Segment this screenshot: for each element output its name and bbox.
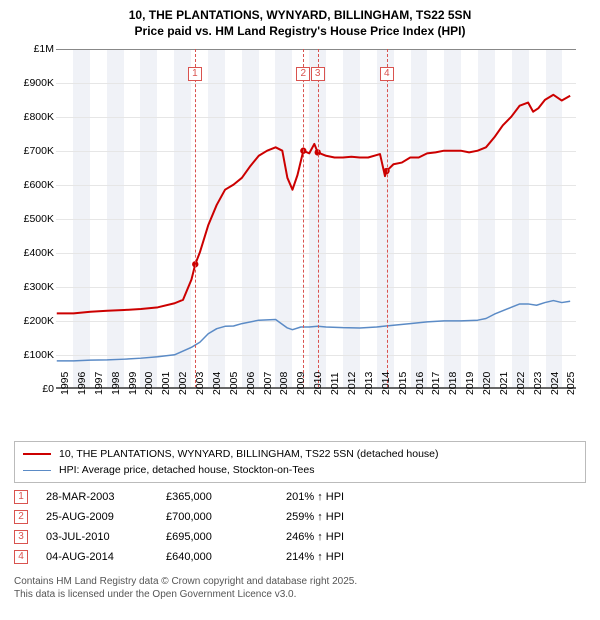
transaction-price: £695,000 xyxy=(166,531,286,543)
transaction-row: 2 25-AUG-2009£700,000259% ↑ HPI xyxy=(14,507,586,527)
transaction-date: 25-AUG-2009 xyxy=(46,511,166,523)
y-tick-label: £600K xyxy=(14,179,54,191)
x-tick-label: 2018 xyxy=(447,372,459,395)
transaction-row: 4 04-AUG-2014£640,000214% ↑ HPI xyxy=(14,547,586,567)
x-tick-label: 1995 xyxy=(59,372,71,395)
x-tick-label: 2011 xyxy=(329,373,341,396)
y-tick-label: £900K xyxy=(14,77,54,89)
x-tick-label: 2019 xyxy=(464,372,476,395)
legend-row: HPI: Average price, detached house, Stoc… xyxy=(23,462,577,478)
transaction-price: £365,000 xyxy=(166,491,286,503)
y-tick-label: £100K xyxy=(14,349,54,361)
transaction-date: 28-MAR-2003 xyxy=(46,491,166,503)
y-tick-label: £200K xyxy=(14,315,54,327)
sale-marker-box: 1 xyxy=(188,67,202,81)
x-tick-label: 2002 xyxy=(177,372,189,395)
legend-row: 10, THE PLANTATIONS, WYNYARD, BILLINGHAM… xyxy=(23,446,577,462)
x-tick-label: 2020 xyxy=(481,372,493,395)
transactions-table: 1 28-MAR-2003£365,000201% ↑ HPI 2 25-AUG-20… xyxy=(14,487,586,567)
legend-label: 10, THE PLANTATIONS, WYNYARD, BILLINGHAM… xyxy=(59,448,439,460)
legend: 10, THE PLANTATIONS, WYNYARD, BILLINGHAM… xyxy=(14,441,586,483)
transaction-price: £640,000 xyxy=(166,551,286,563)
x-tick-label: 1997 xyxy=(93,372,105,395)
x-tick-label: 2016 xyxy=(414,372,426,395)
sale-marker-vline xyxy=(195,49,196,388)
x-tick-label: 2017 xyxy=(430,372,442,395)
y-tick-label: £400K xyxy=(14,247,54,259)
sale-marker-vline xyxy=(303,49,304,388)
footer-line-1: Contains HM Land Registry data © Crown c… xyxy=(14,575,586,588)
y-tick-label: £0 xyxy=(14,383,54,395)
series-line xyxy=(57,95,570,314)
transaction-price: £700,000 xyxy=(166,511,286,523)
footer-line-2: This data is licensed under the Open Gov… xyxy=(14,588,586,601)
chart-area: 1 23 4 £0 £100K £200K £300K £400K £500K £600K £70… xyxy=(14,45,584,435)
x-tick-label: 2015 xyxy=(397,372,409,395)
sale-marker-box: 3 xyxy=(311,67,325,81)
x-tick-label: 2025 xyxy=(565,372,577,395)
footer-attribution: Contains HM Land Registry data © Crown c… xyxy=(14,575,586,601)
transaction-pct: 246% ↑ HPI xyxy=(286,531,406,543)
y-tick-label: £800K xyxy=(14,111,54,123)
x-tick-label: 2022 xyxy=(515,372,527,395)
x-tick-label: 2014 xyxy=(380,372,392,395)
x-tick-label: 1996 xyxy=(76,372,88,395)
transaction-marker: 4 xyxy=(14,550,28,564)
legend-label: HPI: Average price, detached house, Stoc… xyxy=(59,464,314,476)
transaction-date: 04-AUG-2014 xyxy=(46,551,166,563)
transaction-pct: 214% ↑ HPI xyxy=(286,551,406,563)
x-tick-label: 2021 xyxy=(498,372,510,395)
x-tick-label: 2024 xyxy=(549,372,561,395)
x-tick-label: 2012 xyxy=(346,372,358,395)
legend-swatch xyxy=(23,470,51,471)
x-tick-label: 2003 xyxy=(194,372,206,395)
y-tick-label: £700K xyxy=(14,145,54,157)
line-series-svg xyxy=(56,49,576,388)
x-tick-label: 2008 xyxy=(278,372,290,395)
x-tick-label: 2009 xyxy=(295,372,307,395)
y-tick-label: £300K xyxy=(14,281,54,293)
x-tick-label: 2000 xyxy=(143,372,155,395)
x-tick-label: 2001 xyxy=(160,372,172,395)
x-tick-label: 2005 xyxy=(228,372,240,395)
legend-swatch xyxy=(23,453,51,455)
x-tick-label: 2006 xyxy=(245,372,257,395)
title-line-1: 10, THE PLANTATIONS, WYNYARD, BILLINGHAM… xyxy=(8,8,592,24)
sale-marker-vline xyxy=(318,49,319,388)
y-tick-label: £1M xyxy=(14,43,54,55)
sale-marker-box: 4 xyxy=(380,67,394,81)
sale-marker-box: 2 xyxy=(296,67,310,81)
transaction-row: 3 03-JUL-2010£695,000246% ↑ HPI xyxy=(14,527,586,547)
plot-region: 1 23 4 xyxy=(56,49,576,389)
transaction-marker: 2 xyxy=(14,510,28,524)
transaction-date: 03-JUL-2010 xyxy=(46,531,166,543)
x-tick-label: 1998 xyxy=(110,372,122,395)
x-tick-label: 2007 xyxy=(262,372,274,395)
x-tick-label: 2004 xyxy=(211,372,223,395)
transaction-marker: 3 xyxy=(14,530,28,544)
sale-marker-vline xyxy=(387,49,388,388)
title-line-2: Price paid vs. HM Land Registry's House … xyxy=(8,24,592,40)
x-tick-label: 1999 xyxy=(127,372,139,395)
x-tick-label: 2013 xyxy=(363,372,375,395)
chart-title-block: 10, THE PLANTATIONS, WYNYARD, BILLINGHAM… xyxy=(8,8,592,39)
y-tick-label: £500K xyxy=(14,213,54,225)
transaction-pct: 201% ↑ HPI xyxy=(286,491,406,503)
transaction-row: 1 28-MAR-2003£365,000201% ↑ HPI xyxy=(14,487,586,507)
transaction-pct: 259% ↑ HPI xyxy=(286,511,406,523)
x-tick-label: 2023 xyxy=(532,372,544,395)
x-tick-label: 2010 xyxy=(312,372,324,395)
transaction-marker: 1 xyxy=(14,490,28,504)
